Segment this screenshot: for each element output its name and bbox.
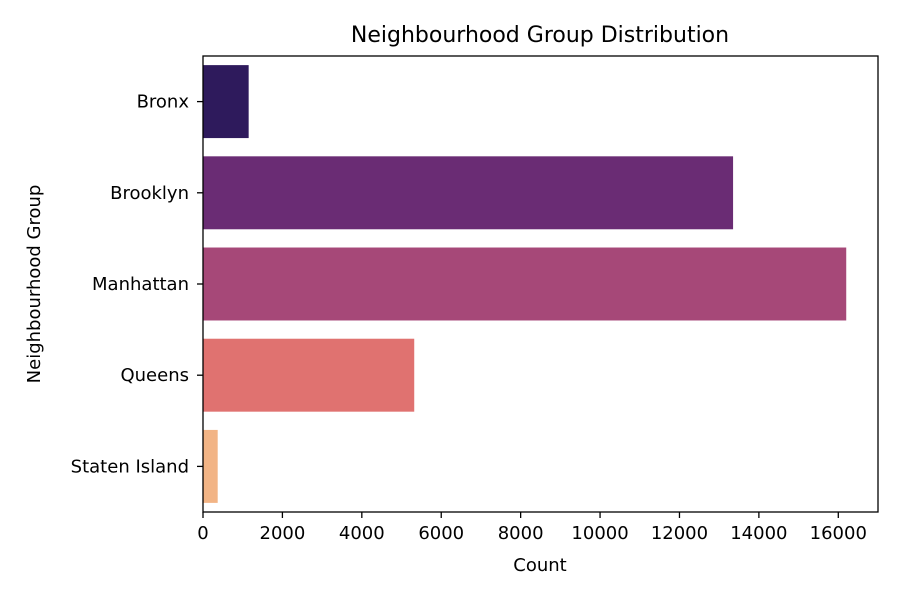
x-tick-label: 4000 [339,523,385,544]
bar-bronx [203,65,249,139]
x-axis-label: Count [513,555,566,576]
x-tick-label: 14000 [730,523,787,544]
bar-manhattan [203,247,847,321]
x-tick-label: 12000 [651,523,708,544]
y-axis-label: Neighbourhood Group [24,185,45,384]
y-tick-label: Queens [120,365,189,386]
chart-title: Neighbourhood Group Distribution [351,23,729,48]
bar-staten-island [203,429,218,503]
x-axis: 0 2000 4000 6000 8000 10000 12000 14000 16000 [197,512,867,544]
bars-group [203,65,847,503]
x-tick-label: 6000 [418,523,464,544]
x-tick-label: 10000 [571,523,628,544]
y-axis: Bronx Brooklyn Manhattan Queens Staten Islan… [71,92,203,477]
x-tick-label: 0 [197,523,208,544]
x-tick-label: 16000 [810,523,867,544]
y-tick-label: Brooklyn [110,183,189,204]
x-tick-label: 8000 [498,523,544,544]
x-tick-label: 2000 [260,523,306,544]
y-tick-label: Staten Island [71,456,189,477]
y-tick-label: Manhattan [92,274,189,295]
bar-brooklyn [203,156,734,230]
bar-queens [203,338,415,412]
y-tick-label: Bronx [137,92,190,113]
